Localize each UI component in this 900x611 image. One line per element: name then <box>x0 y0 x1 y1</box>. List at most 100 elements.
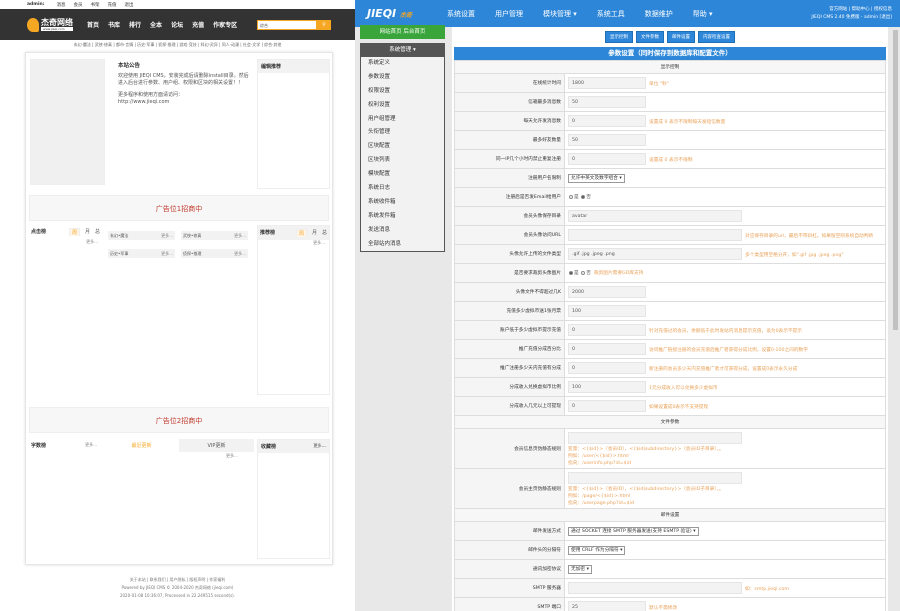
sidebar-item[interactable]: 权限设置 <box>368 87 391 94</box>
admin-logo[interactable]: JIEQI 杰奇 <box>367 7 413 20</box>
search-input[interactable]: 综合 <box>257 19 317 30</box>
tab-total[interactable]: 总 <box>321 230 327 236</box>
text-input[interactable]: 2000 <box>568 286 646 298</box>
official-links[interactable]: 官方网站 | 帮助中心 | 授权信息 <box>829 6 892 12</box>
bookshelf-link[interactable]: 书架 <box>90 2 100 8</box>
select-field[interactable]: 通过 SOCKET 连接 SMTP 服务器发送(支持 ESMTP 验证) ▾ <box>568 526 699 536</box>
content-check-button[interactable]: 内容检查设置 <box>698 31 735 43</box>
member-link[interactable]: 会员 <box>73 2 83 8</box>
text-input[interactable]: 25 <box>568 601 646 611</box>
nav-rank[interactable]: 排行 <box>129 22 142 29</box>
radio-button[interactable] <box>581 194 586 199</box>
text-input[interactable]: 0 <box>568 324 646 336</box>
home-buttons[interactable]: 网站首页 后台首页 <box>360 25 445 39</box>
tab-week[interactable]: 周 <box>68 228 80 236</box>
text-input[interactable] <box>568 432 742 444</box>
tab-vip[interactable]: VIP更新 <box>179 439 254 452</box>
nav-system-tools[interactable]: 系统工具 <box>596 9 625 18</box>
text-input[interactable]: 1800 <box>568 77 646 89</box>
radio-button[interactable] <box>569 270 573 275</box>
recharge-link[interactable]: 充值 <box>107 2 117 8</box>
sidebar-item[interactable]: 全部站内消息 <box>368 240 402 247</box>
tab-month[interactable]: 月 <box>311 230 317 236</box>
nav-home[interactable]: 首页 <box>87 22 100 29</box>
nav-system-settings[interactable]: 系统设置 <box>447 9 475 18</box>
editor-pick-box: 编辑推荐 <box>257 59 330 189</box>
tab-total[interactable]: 总 <box>94 229 100 235</box>
radio-button[interactable] <box>569 194 573 199</box>
list-history[interactable]: 历史•军事 更多... <box>108 249 175 258</box>
sidebar-item[interactable]: 模块配置 <box>368 171 391 178</box>
sidebar-item[interactable]: 权利设置 <box>368 101 391 108</box>
sidebar-item[interactable]: 系统日志 <box>368 185 391 192</box>
text-input[interactable]: 0 <box>568 115 646 127</box>
more-link[interactable]: 更多... <box>86 239 98 244</box>
field-label: 通讯加密协议 <box>454 559 565 579</box>
field-label: 充值多少虚拟币送1张月票 <box>454 301 565 321</box>
display-control-button[interactable]: 显示控制 <box>605 31 633 43</box>
tab-latest[interactable]: 最近更新 <box>131 443 152 449</box>
text-input[interactable]: 0 <box>568 153 646 165</box>
more-link[interactable]: 更多... <box>313 240 325 245</box>
tab-month[interactable]: 月 <box>84 229 90 235</box>
select-field[interactable]: 允许中英文及数字组合 ▾ <box>568 173 625 183</box>
text-input[interactable]: avatar <box>568 210 742 222</box>
field-label: 分成收入几元以上可提现 <box>454 396 565 416</box>
site-logo[interactable]: 杰奇网络 www.jieqi.com <box>27 17 73 32</box>
text-input[interactable]: 0 <box>568 400 646 412</box>
sidebar-item[interactable]: 系统收件箱 <box>368 198 396 205</box>
nav-full[interactable]: 全本 <box>150 22 163 29</box>
more-link[interactable]: 更多... <box>85 442 97 447</box>
text-input[interactable]: 0 <box>568 343 646 355</box>
text-input[interactable]: 0 <box>568 362 646 374</box>
more-link[interactable]: 更多... <box>313 443 326 448</box>
search-button[interactable]: ⚲ <box>317 19 331 30</box>
sidebar-title[interactable]: 系统管理 ▾ <box>361 44 444 57</box>
admin-panel: JIEQI 杰奇 系统设置 用户管理 模块管理 ▾ 系统工具 数据维护 帮助 ▾… <box>355 0 900 611</box>
sidebar-item[interactable]: 参数设置 <box>368 73 391 80</box>
radio-label: 是 <box>574 195 579 200</box>
category-links[interactable]: 玄幻·魔法 | 武侠·修真 | 都市·言情 | 历史·军事 | 侦探·推理 | … <box>73 42 282 47</box>
ad-slot-2[interactable]: 广告位2招商中 <box>29 407 329 433</box>
nav-data-maintenance[interactable]: 数据维护 <box>644 9 673 18</box>
text-input[interactable]: 100 <box>568 381 646 393</box>
nav-module-management[interactable]: 模块管理 ▾ <box>543 9 577 18</box>
sidebar-item[interactable]: 头衔管理 <box>368 129 391 136</box>
list-detective[interactable]: 侦探•推理 更多... <box>181 249 248 258</box>
nav-user-management[interactable]: 用户管理 <box>495 9 523 18</box>
sidebar-item[interactable]: 区块配置 <box>368 143 391 150</box>
nav-author[interactable]: 作家专区 <box>213 22 238 29</box>
sidebar-item[interactable]: 系统定义 <box>368 60 391 66</box>
nav-library[interactable]: 书库 <box>108 22 121 29</box>
text-input[interactable]: 100 <box>568 305 646 317</box>
nav-recharge[interactable]: 充值 <box>192 22 205 29</box>
nav-forum[interactable]: 论坛 <box>171 22 184 29</box>
footer-links[interactable]: 关于本站 | 联系我们 | 用户隐私 | 版权声明 | 作家福利 <box>129 577 226 582</box>
text-input[interactable] <box>568 582 742 594</box>
notice-link[interactable]: http://www.jieqi.com <box>118 99 170 105</box>
text-input[interactable]: .gif .jpg .jpeg .png <box>568 248 742 260</box>
processed-time: 2020-01-08 10:36:07, Processed in 22.249… <box>119 593 236 598</box>
text-input[interactable]: 50 <box>568 134 646 146</box>
select-field[interactable]: 使用 CRLF 作为分隔符 ▾ <box>568 545 626 555</box>
text-input[interactable]: 50 <box>568 96 646 108</box>
mail-settings-button[interactable]: 邮件设置 <box>667 31 695 43</box>
list-fantasy[interactable]: 玄幻•魔法 更多... <box>108 231 175 240</box>
text-input[interactable] <box>568 472 742 484</box>
sidebar-item[interactable]: 用户组管理 <box>368 115 396 122</box>
sidebar-item[interactable]: 系统发件箱 <box>368 212 396 219</box>
list-wuxia[interactable]: 武侠•修真 更多... <box>181 231 248 240</box>
more-link[interactable]: 更多... <box>226 453 238 458</box>
sidebar-item[interactable]: 区块列表 <box>368 157 391 164</box>
radio-button[interactable] <box>581 270 586 275</box>
ad-slot-1[interactable]: 广告位1招商中 <box>29 195 329 221</box>
nav-help[interactable]: 帮助 ▾ <box>692 9 713 18</box>
tab-week[interactable]: 周 <box>295 229 307 237</box>
messages-link[interactable]: 消息 <box>56 2 66 8</box>
file-params-button[interactable]: 文件参数 <box>636 31 664 43</box>
select-field[interactable]: 无加密 ▾ <box>568 564 592 574</box>
scrollbar[interactable] <box>893 30 898 330</box>
sidebar-item[interactable]: 发送消息 <box>368 226 391 233</box>
logout-link[interactable]: 退出 <box>124 2 134 8</box>
text-input[interactable] <box>568 229 742 241</box>
